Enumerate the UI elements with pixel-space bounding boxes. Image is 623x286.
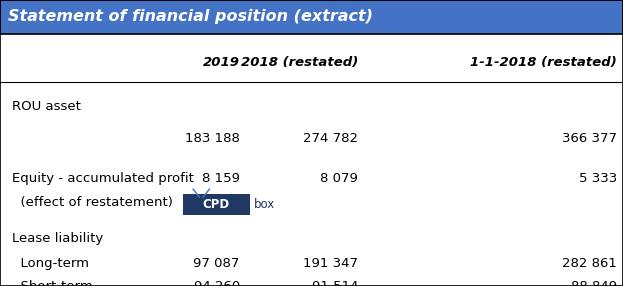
Text: 183 188: 183 188 <box>185 132 240 145</box>
Text: 8 079: 8 079 <box>320 172 358 185</box>
Text: 2018 (restated): 2018 (restated) <box>241 56 358 69</box>
Text: Statement of financial position (extract): Statement of financial position (extract… <box>8 9 373 24</box>
Text: 282 861: 282 861 <box>562 257 617 271</box>
Text: ROU asset: ROU asset <box>12 100 82 113</box>
Text: CPD: CPD <box>202 198 230 211</box>
FancyBboxPatch shape <box>183 194 250 215</box>
Text: Lease liability: Lease liability <box>12 232 103 245</box>
Text: (effect of restatement): (effect of restatement) <box>12 196 173 209</box>
Text: Long-term: Long-term <box>12 257 90 271</box>
Text: 88 849: 88 849 <box>571 280 617 286</box>
Text: 1-1-2018 (restated): 1-1-2018 (restated) <box>470 56 617 69</box>
Text: 94 260: 94 260 <box>194 280 240 286</box>
FancyBboxPatch shape <box>0 0 623 34</box>
Text: 2019: 2019 <box>203 56 240 69</box>
Text: 366 377: 366 377 <box>562 132 617 145</box>
Text: Equity - accumulated profit: Equity - accumulated profit <box>12 172 194 185</box>
Text: 8 159: 8 159 <box>202 172 240 185</box>
Text: box: box <box>254 198 275 211</box>
Text: 91 514: 91 514 <box>312 280 358 286</box>
Text: 5 333: 5 333 <box>579 172 617 185</box>
Text: Short-term: Short-term <box>12 280 93 286</box>
Text: 97 087: 97 087 <box>194 257 240 271</box>
Text: 274 782: 274 782 <box>303 132 358 145</box>
Text: 191 347: 191 347 <box>303 257 358 271</box>
